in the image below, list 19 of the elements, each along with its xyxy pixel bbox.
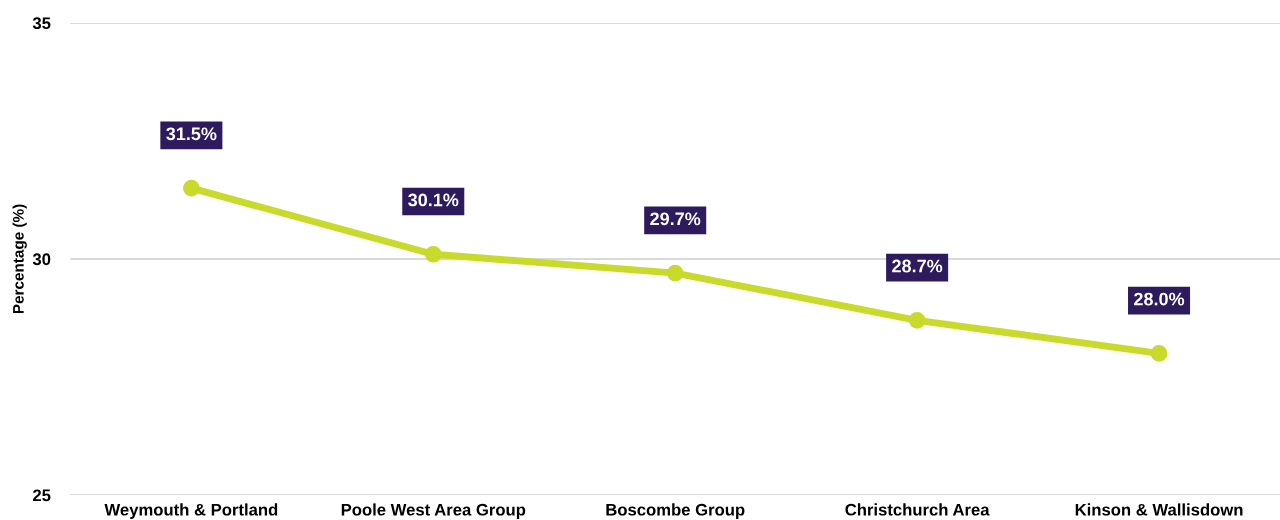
- data-label: 31.5%: [166, 127, 217, 141]
- x-tick-label: Kinson & Wallisdown: [1075, 503, 1243, 516]
- point: [424, 245, 442, 263]
- y-tick-label: 25: [33, 489, 51, 502]
- point: [908, 312, 926, 329]
- x-tick-label: Christchurch Area: [845, 503, 990, 516]
- y-axis-title: Percentage (%): [12, 204, 27, 314]
- x-tick-label: Poole West Area Group: [341, 503, 526, 519]
- point: [183, 179, 200, 197]
- data-label: 28.7%: [892, 259, 943, 273]
- y-tick-label: 35: [32, 17, 51, 30]
- data-label: 28.0%: [1134, 292, 1185, 306]
- point: [666, 264, 684, 282]
- x-tick-label: Boscombe Group: [606, 503, 745, 519]
- data-label: 29.7%: [650, 212, 701, 226]
- x-tick-label: Weymouth & Portland: [104, 503, 278, 519]
- point: [1150, 345, 1168, 362]
- data-label: 30.1%: [408, 193, 459, 207]
- y-tick-label: 30: [32, 253, 51, 266]
